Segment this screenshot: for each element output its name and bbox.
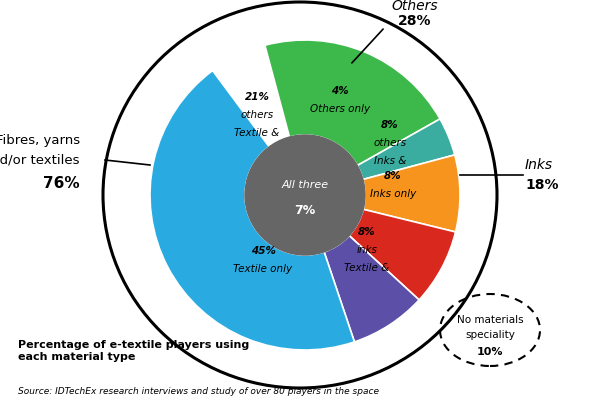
Text: and/or textiles: and/or textiles xyxy=(0,154,80,166)
Wedge shape xyxy=(349,209,455,300)
Wedge shape xyxy=(324,236,419,342)
Text: 18%: 18% xyxy=(525,178,559,192)
Text: 21%: 21% xyxy=(245,92,269,102)
Text: No materials: No materials xyxy=(457,315,523,325)
Text: Percentage of e-textile players using
each material type: Percentage of e-textile players using ea… xyxy=(18,340,249,361)
Text: others: others xyxy=(373,138,407,148)
Text: 8%: 8% xyxy=(381,120,399,130)
Text: 76%: 76% xyxy=(43,176,80,190)
Wedge shape xyxy=(363,155,460,232)
Text: Fibres, yarns: Fibres, yarns xyxy=(0,134,80,146)
Text: speciality: speciality xyxy=(465,330,515,340)
Text: 8%: 8% xyxy=(358,227,376,237)
Text: 45%: 45% xyxy=(251,246,275,256)
Text: others: others xyxy=(241,110,274,120)
Text: 4%: 4% xyxy=(331,86,349,96)
Text: inks: inks xyxy=(356,245,377,255)
Text: Source: IDTechEx research interviews and study of over 80 players in the space: Source: IDTechEx research interviews and… xyxy=(18,387,379,396)
Text: 28%: 28% xyxy=(398,14,432,28)
Text: Inks only: Inks only xyxy=(370,189,416,199)
Text: Others only: Others only xyxy=(310,104,370,114)
Circle shape xyxy=(245,135,365,255)
Text: Others: Others xyxy=(392,0,439,13)
Wedge shape xyxy=(265,40,440,166)
Text: Textile &: Textile & xyxy=(344,263,389,273)
Wedge shape xyxy=(150,71,355,350)
Text: 10%: 10% xyxy=(477,347,503,357)
Text: Inks &: Inks & xyxy=(374,156,406,166)
Text: 8%: 8% xyxy=(384,171,402,181)
Text: All three: All three xyxy=(281,180,329,190)
Text: Inks: Inks xyxy=(525,158,553,172)
Text: Textile &: Textile & xyxy=(235,128,280,138)
Wedge shape xyxy=(357,119,455,179)
Text: 7%: 7% xyxy=(295,203,316,217)
Text: Textile only: Textile only xyxy=(233,264,293,274)
